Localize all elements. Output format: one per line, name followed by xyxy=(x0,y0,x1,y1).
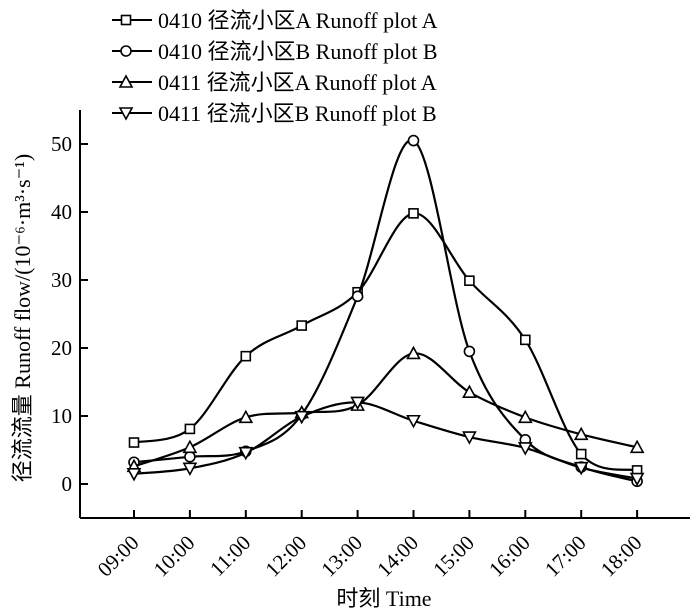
data-point xyxy=(240,350,252,362)
series-line xyxy=(133,212,638,472)
data-point xyxy=(184,423,196,435)
series-line xyxy=(133,401,638,480)
data-point xyxy=(128,437,140,448)
legend-marker xyxy=(120,45,132,57)
data-point xyxy=(517,442,533,456)
x-tick-label: 10:00 xyxy=(149,531,200,582)
legend-marker xyxy=(118,74,134,88)
data-point xyxy=(575,448,587,460)
data-point xyxy=(407,134,420,147)
data-point xyxy=(462,384,477,399)
data-point xyxy=(184,450,196,463)
y-tick-label: 10 xyxy=(51,404,72,428)
legend-label: 0411 径流小区A Runoff plot A xyxy=(158,70,437,95)
y-tick-label: 50 xyxy=(51,132,72,156)
data-point xyxy=(406,345,421,360)
data-point xyxy=(464,275,475,286)
y-tick-label: 0 xyxy=(62,472,73,496)
data-point xyxy=(351,290,364,303)
data-point xyxy=(517,409,533,424)
legend-marker xyxy=(120,14,132,26)
data-point xyxy=(573,461,589,476)
x-tick-label: 16:00 xyxy=(484,531,535,582)
legend-item: 0410 径流小区A Runoff plot A xyxy=(112,8,438,33)
data-point xyxy=(519,334,531,346)
legend-item: 0411 径流小区B Runoff plot B xyxy=(112,101,437,126)
data-point xyxy=(462,431,477,445)
y-axis-title: 径流流量 Runoff flow/(10⁻⁶·m³·s⁻¹) xyxy=(10,154,35,482)
data-point xyxy=(182,439,198,454)
data-point xyxy=(408,208,419,219)
x-tick-label: 12:00 xyxy=(260,531,311,582)
x-tick-label: 13:00 xyxy=(316,531,367,582)
x-tick-label: 17:00 xyxy=(540,531,591,582)
legend: 0410 径流小区A Runoff plot A 0410 径流小区B Runof… xyxy=(112,8,438,126)
data-point xyxy=(629,439,645,454)
legend-marker xyxy=(118,107,134,121)
x-axis-title: 时刻 Time xyxy=(336,586,431,611)
series-4 xyxy=(126,396,645,487)
series-2 xyxy=(128,134,643,488)
legend-label: 0410 径流小区B Runoff plot B xyxy=(158,39,438,64)
data-point xyxy=(463,345,476,358)
data-point xyxy=(350,396,365,411)
x-tick-label: 18:00 xyxy=(596,531,647,582)
y-tick-label: 30 xyxy=(51,268,72,292)
data-point xyxy=(406,414,421,429)
y-tick-label: 40 xyxy=(51,200,72,224)
x-tick-label: 11:00 xyxy=(205,531,255,581)
legend-item: 0411 径流小区A Runoff plot A xyxy=(112,70,437,95)
legend-label: 0411 径流小区B Runoff plot B xyxy=(158,101,437,126)
x-tick-label: 14:00 xyxy=(372,531,423,582)
data-point xyxy=(294,410,310,425)
data-point xyxy=(182,462,198,477)
axes: 0 10 20 30 40 50 09:00 10:00 11:00 12:00 13:00 14:0… xyxy=(51,110,690,581)
series-1 xyxy=(128,208,643,476)
data-point xyxy=(238,446,254,461)
series-line xyxy=(133,352,638,468)
y-tick-label: 20 xyxy=(51,336,72,360)
data-point xyxy=(126,467,142,482)
x-tick-label: 09:00 xyxy=(93,531,144,582)
data-point xyxy=(629,472,645,487)
data-point xyxy=(296,320,308,331)
legend-item: 0410 径流小区B Runoff plot B xyxy=(112,39,438,64)
x-tick-label: 15:00 xyxy=(428,531,479,582)
plot-area xyxy=(126,134,645,488)
legend-label: 0410 径流小区A Runoff plot A xyxy=(158,8,438,33)
data-point xyxy=(573,426,589,441)
data-point xyxy=(238,409,254,424)
